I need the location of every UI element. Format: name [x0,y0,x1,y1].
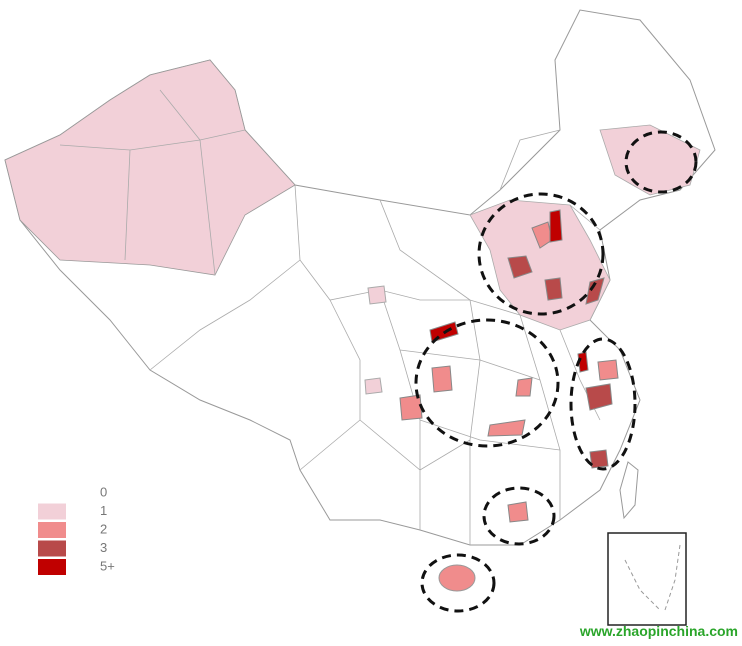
legend-label: 1 [100,503,107,518]
patch [515,377,533,397]
dashed-circle [482,486,556,546]
patch [367,285,387,305]
patch [597,359,619,381]
inset-islands [624,544,681,611]
patch [585,383,613,411]
dashed-circle [414,318,560,448]
patch [507,255,533,279]
patch [487,419,526,437]
patch [431,365,453,393]
hainan [438,564,476,592]
patch [585,277,605,305]
dashed-circle [420,553,496,613]
patch [399,394,423,421]
city-patches [364,209,619,523]
legend-swatch [38,485,66,501]
legend-swatch [38,559,66,575]
patch [544,277,563,301]
legend-label: 2 [100,521,107,536]
legend-label: 3 [100,540,107,555]
watermark: www.zhaopinchina.com [579,623,738,639]
dashed-circle [477,192,605,316]
dashed-circle [624,130,698,194]
northeast [599,124,701,196]
highlight-circles [414,130,698,613]
legend-swatch [38,540,66,557]
north-china [469,199,611,331]
xinjiang-borders [59,89,246,276]
legend-label: 0 [100,484,107,499]
legend-swatch [38,503,66,520]
patch [364,377,383,395]
dashed-circle [569,337,637,471]
patch [577,351,589,373]
inset-box [607,532,687,626]
xinjiang [4,59,296,276]
country [4,9,716,592]
patch [549,209,563,243]
legend: 0 1 2 3 5+ [38,484,115,575]
patch [589,449,609,469]
inset [607,532,687,626]
legend-swatch [38,522,66,538]
legend-label: 5+ [100,558,115,573]
patch [507,501,529,523]
taiwan [619,461,639,520]
